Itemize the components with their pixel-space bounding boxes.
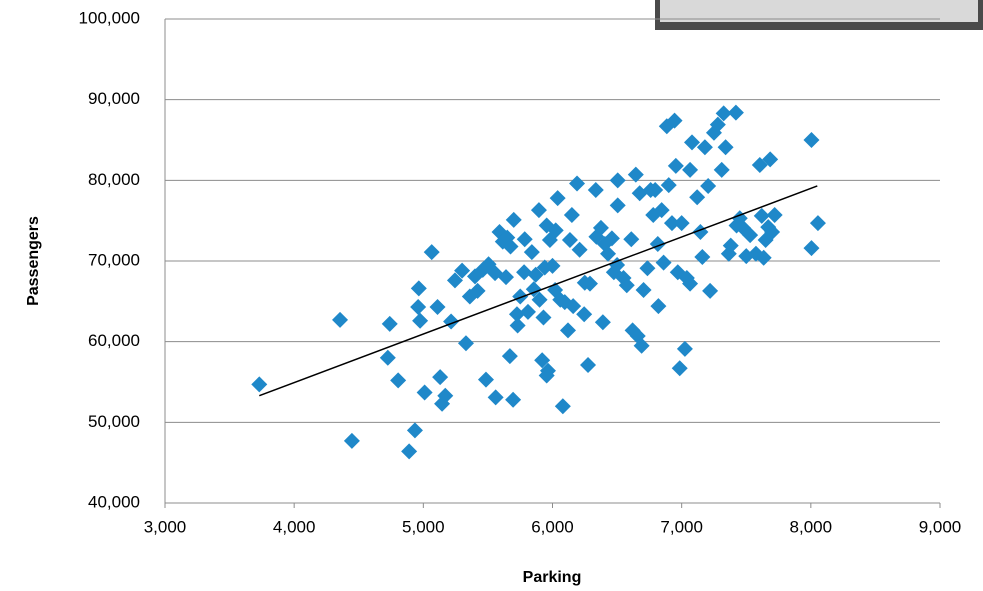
point bbox=[505, 392, 521, 408]
y-tick-label: 70,000 bbox=[88, 250, 140, 269]
point bbox=[520, 304, 536, 320]
point bbox=[689, 189, 705, 205]
point bbox=[410, 299, 426, 315]
point bbox=[718, 139, 734, 155]
point bbox=[595, 314, 611, 330]
x-tick-label: 6,000 bbox=[531, 517, 574, 536]
y-tick-label: 90,000 bbox=[88, 89, 140, 108]
point bbox=[417, 384, 433, 400]
point bbox=[580, 357, 596, 373]
point bbox=[564, 207, 580, 223]
point bbox=[411, 280, 427, 296]
point bbox=[407, 422, 423, 438]
point bbox=[803, 240, 819, 256]
point bbox=[639, 260, 655, 276]
point bbox=[684, 134, 700, 150]
x-tick-label: 9,000 bbox=[919, 517, 962, 536]
y-tick-label: 60,000 bbox=[88, 331, 140, 350]
point bbox=[682, 162, 698, 178]
y-tick-label: 50,000 bbox=[88, 412, 140, 431]
point bbox=[424, 244, 440, 260]
chart: Parking Passengers 40,000 50,000 60,000 70,… bbox=[0, 0, 983, 591]
point bbox=[344, 433, 360, 449]
point bbox=[656, 255, 672, 271]
point bbox=[636, 282, 652, 298]
point bbox=[430, 299, 446, 315]
point bbox=[535, 309, 551, 325]
x-axis-label: Parking bbox=[523, 569, 582, 586]
point bbox=[677, 341, 693, 357]
x-tick-label: 4,000 bbox=[273, 517, 316, 536]
point bbox=[550, 190, 566, 206]
point bbox=[382, 316, 398, 332]
point bbox=[401, 443, 417, 459]
point bbox=[674, 215, 690, 231]
x-tick-label: 3,000 bbox=[144, 517, 187, 536]
point bbox=[380, 350, 396, 366]
point bbox=[502, 348, 518, 364]
point bbox=[672, 360, 688, 376]
x-tick-label: 5,000 bbox=[402, 517, 445, 536]
point bbox=[458, 335, 474, 351]
y-tick-label: 80,000 bbox=[88, 170, 140, 189]
point bbox=[610, 197, 626, 213]
point bbox=[432, 369, 448, 385]
x-tick-label: 7,000 bbox=[660, 517, 703, 536]
y-axis-label: Passengers bbox=[25, 216, 42, 306]
point bbox=[650, 298, 666, 314]
point bbox=[251, 376, 267, 392]
point bbox=[488, 389, 504, 405]
point bbox=[714, 162, 730, 178]
point bbox=[516, 264, 532, 280]
point bbox=[810, 215, 826, 231]
point bbox=[803, 132, 819, 148]
point bbox=[569, 176, 585, 192]
point bbox=[562, 232, 578, 248]
point bbox=[702, 283, 718, 299]
point bbox=[588, 182, 604, 198]
x-tick-label: 8,000 bbox=[790, 517, 833, 536]
point bbox=[610, 172, 626, 188]
point bbox=[332, 312, 348, 328]
point bbox=[478, 372, 494, 388]
point bbox=[572, 242, 588, 258]
point bbox=[697, 139, 713, 155]
point bbox=[390, 372, 406, 388]
point bbox=[661, 177, 677, 193]
point bbox=[694, 249, 710, 265]
point bbox=[412, 313, 428, 329]
point bbox=[555, 398, 571, 414]
point bbox=[668, 158, 684, 174]
y-tick-label: 100,000 bbox=[79, 8, 140, 27]
point bbox=[517, 231, 533, 247]
point bbox=[531, 202, 547, 218]
point bbox=[524, 244, 540, 260]
point bbox=[512, 288, 528, 304]
point bbox=[623, 231, 639, 247]
point bbox=[506, 212, 522, 228]
point bbox=[510, 318, 526, 334]
point bbox=[728, 105, 744, 121]
y-tick-label: 40,000 bbox=[88, 492, 140, 511]
point bbox=[560, 322, 576, 338]
